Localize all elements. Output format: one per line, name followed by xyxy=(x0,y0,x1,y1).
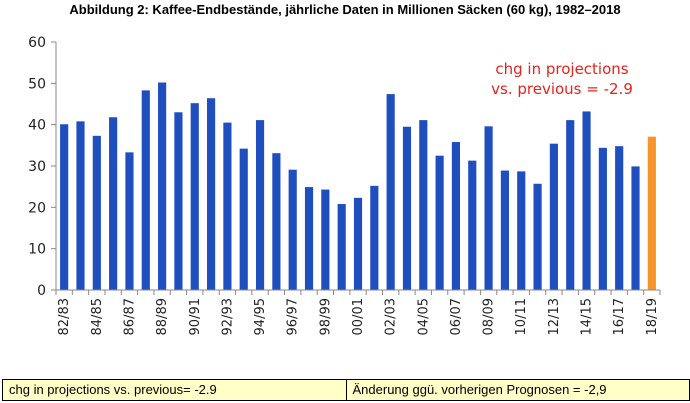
x-tick-label: 02/03 xyxy=(384,298,399,335)
bar xyxy=(598,147,607,290)
y-tick-label: 50 xyxy=(28,76,46,92)
bar xyxy=(451,142,461,290)
x-tick-label: 14/15 xyxy=(580,298,595,335)
bar xyxy=(615,146,624,290)
bar xyxy=(484,126,493,290)
x-tick-label: 82/83 xyxy=(57,298,72,335)
bar xyxy=(109,117,118,290)
bar xyxy=(517,171,526,290)
x-tick-label: 94/95 xyxy=(253,298,268,335)
chart-title: Abbildung 2: Kaffee-Endbestände, jährlic… xyxy=(69,2,621,17)
bar xyxy=(223,122,232,290)
bar xyxy=(76,121,85,290)
bar xyxy=(158,82,167,290)
x-tick-label: 92/93 xyxy=(220,298,235,335)
bar xyxy=(468,160,477,290)
bar-series xyxy=(60,82,656,291)
x-tick-label: 96/97 xyxy=(286,298,301,335)
bar xyxy=(370,185,379,290)
bar xyxy=(419,120,428,291)
footer-table: chg in projections vs. previous= -2.9 Än… xyxy=(2,379,690,401)
y-tick-label: 30 xyxy=(28,159,46,175)
bar xyxy=(500,170,509,290)
y-tick-label: 20 xyxy=(28,200,46,216)
bar xyxy=(207,98,216,291)
bar xyxy=(92,135,101,290)
bar xyxy=(582,111,591,290)
bar xyxy=(288,169,297,290)
x-tick-label: 08/09 xyxy=(482,298,497,335)
x-tick-label: 00/01 xyxy=(351,298,366,335)
x-tick-label: 84/85 xyxy=(90,298,105,335)
bar xyxy=(174,112,183,291)
y-axis: 0 10 20 30 40 50 60 xyxy=(28,35,57,299)
bar-projection xyxy=(647,136,656,290)
x-tick-label: 86/87 xyxy=(122,298,137,335)
x-tick-label: 04/05 xyxy=(416,298,431,335)
y-tick-label: 0 xyxy=(37,283,46,299)
bar xyxy=(141,90,150,290)
y-tick-label: 60 xyxy=(28,35,46,51)
y-tick-label: 40 xyxy=(28,118,46,134)
x-tick-label: 90/91 xyxy=(188,298,203,335)
bar xyxy=(60,124,69,290)
bar xyxy=(402,126,412,290)
x-tick-label: 88/89 xyxy=(155,298,170,335)
bar xyxy=(549,143,558,290)
y-tick-label: 10 xyxy=(28,242,46,258)
footer-note-german: Änderung ggü. vorherigen Prognosen = -2,… xyxy=(345,380,690,400)
x-tick-label: 06/07 xyxy=(449,298,464,335)
bar xyxy=(566,120,575,291)
bar xyxy=(125,152,134,290)
footer-note-english: chg in projections vs. previous= -2.9 xyxy=(9,382,217,397)
bar xyxy=(304,187,314,290)
bar xyxy=(255,120,265,291)
bar xyxy=(272,153,281,290)
bar xyxy=(239,148,248,290)
bar xyxy=(631,166,640,290)
bar xyxy=(435,155,444,290)
bar xyxy=(353,197,363,290)
x-tick-label: 10/11 xyxy=(514,298,529,335)
bar xyxy=(386,94,395,290)
bar-chart: 0 10 20 30 40 50 60 82/83 84/85 86/87 88/89 90/91 9… xyxy=(28,35,661,335)
projection-note-line-1: chg in projections xyxy=(495,60,628,78)
bar xyxy=(321,189,330,290)
bar xyxy=(533,183,542,290)
x-tick-label: 12/13 xyxy=(547,298,562,335)
x-tick-label: 18/19 xyxy=(645,298,660,335)
bar xyxy=(337,204,346,290)
projection-note-line-2: vs. previous = -2.9 xyxy=(491,80,633,98)
x-axis: 82/83 84/85 86/87 88/89 90/91 92/93 94/95 96/97… xyxy=(55,289,661,335)
x-tick-label: 98/99 xyxy=(318,298,333,335)
bar xyxy=(190,103,199,290)
x-tick-label: 16/17 xyxy=(612,298,627,335)
